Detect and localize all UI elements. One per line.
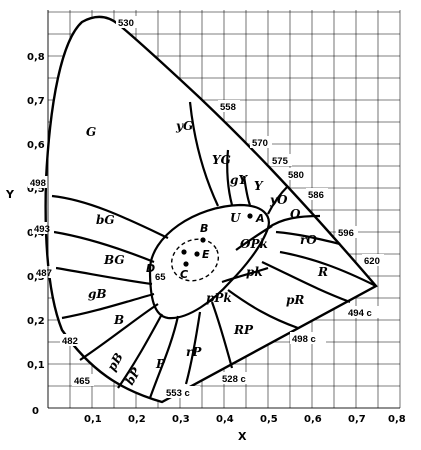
point-b-marker (200, 237, 206, 243)
wavelength-label: 530 (118, 18, 134, 29)
region-label: rO (300, 233, 317, 247)
wavelength-label: 620 (364, 256, 380, 267)
point-e-label: E (202, 248, 210, 261)
region-label: pR (286, 293, 304, 307)
wavelength-label: 586 (308, 190, 324, 201)
region-label: OPk (240, 237, 268, 251)
region-label: RP (233, 323, 254, 337)
wavelength-labels: 530 558 570 575 580 586 596 620 498 493 … (28, 16, 384, 399)
wavelength-label: 580 (288, 170, 304, 181)
point-a-label: A (255, 212, 265, 225)
point-e-marker (194, 251, 200, 257)
region-label: U (230, 211, 242, 225)
point-b-label: B (200, 222, 208, 235)
x-tick: 0,3 (172, 414, 190, 425)
region-label: yO (269, 193, 288, 207)
chromaticity-points: A B E C D 65 (146, 212, 265, 283)
wavelength-label: 493 (34, 224, 50, 235)
point-d-subscript: 65 (155, 272, 166, 283)
point-a-marker (247, 213, 253, 219)
origin-label: 0 (32, 406, 39, 417)
point-c-marker (183, 261, 189, 267)
region-label: gB (88, 287, 107, 301)
wavelength-label: 494 c (348, 308, 372, 319)
y-tick: 0,5 (27, 184, 45, 195)
y-tick: 0,1 (27, 360, 45, 371)
y-tick: 0,6 (27, 140, 45, 151)
region-labels: G yG YG gY Y yO O rO R bG BG gB B pB bP … (86, 119, 328, 388)
x-tick: 0,8 (388, 414, 406, 425)
region-label: rP (186, 345, 202, 359)
y-tick: 0,8 (27, 52, 45, 63)
wavelength-label: 487 (36, 268, 52, 279)
region-label: yG (175, 119, 193, 133)
wavelength-label: 528 c (222, 374, 246, 385)
point-d-label: D (146, 262, 155, 275)
region-label: P (155, 357, 166, 371)
wavelength-label: 575 (272, 156, 289, 167)
x-tick: 0,1 (84, 414, 102, 425)
wavelength-label: 482 (62, 336, 78, 347)
wavelength-label: 596 (338, 228, 354, 239)
region-label: pk (246, 265, 263, 279)
region-boundaries (51, 101, 377, 399)
region-label: O (290, 207, 301, 221)
point-d-marker (181, 249, 187, 255)
x-tick: 0,2 (128, 414, 146, 425)
x-tick: 0,5 (260, 414, 278, 425)
region-label: gY (230, 173, 248, 187)
region-label: Y (254, 179, 264, 193)
y-axis-label: Y (5, 188, 15, 201)
wavelength-label: 498 c (292, 334, 316, 345)
region-label: R (317, 265, 328, 279)
region-label: bG (96, 213, 115, 227)
region-label: G (86, 125, 96, 139)
wavelength-label: 558 (220, 102, 236, 113)
wavelength-label: 465 (74, 376, 91, 387)
x-tick: 0,4 (216, 414, 234, 425)
x-tick: 0,7 (348, 414, 366, 425)
point-c-label: C (180, 268, 188, 281)
region-label: B (113, 313, 124, 327)
x-axis-label: X (238, 430, 247, 443)
y-tick: 0,7 (27, 96, 45, 107)
region-label: pPk (206, 291, 232, 305)
wavelength-label: 553 c (166, 388, 190, 399)
x-tick: 0,6 (304, 414, 322, 425)
wavelength-label: 570 (252, 138, 268, 149)
region-label: YG (212, 153, 231, 167)
wavelength-label: 498 (30, 178, 46, 189)
y-tick: 0,2 (27, 316, 45, 327)
region-label: BG (103, 253, 125, 267)
